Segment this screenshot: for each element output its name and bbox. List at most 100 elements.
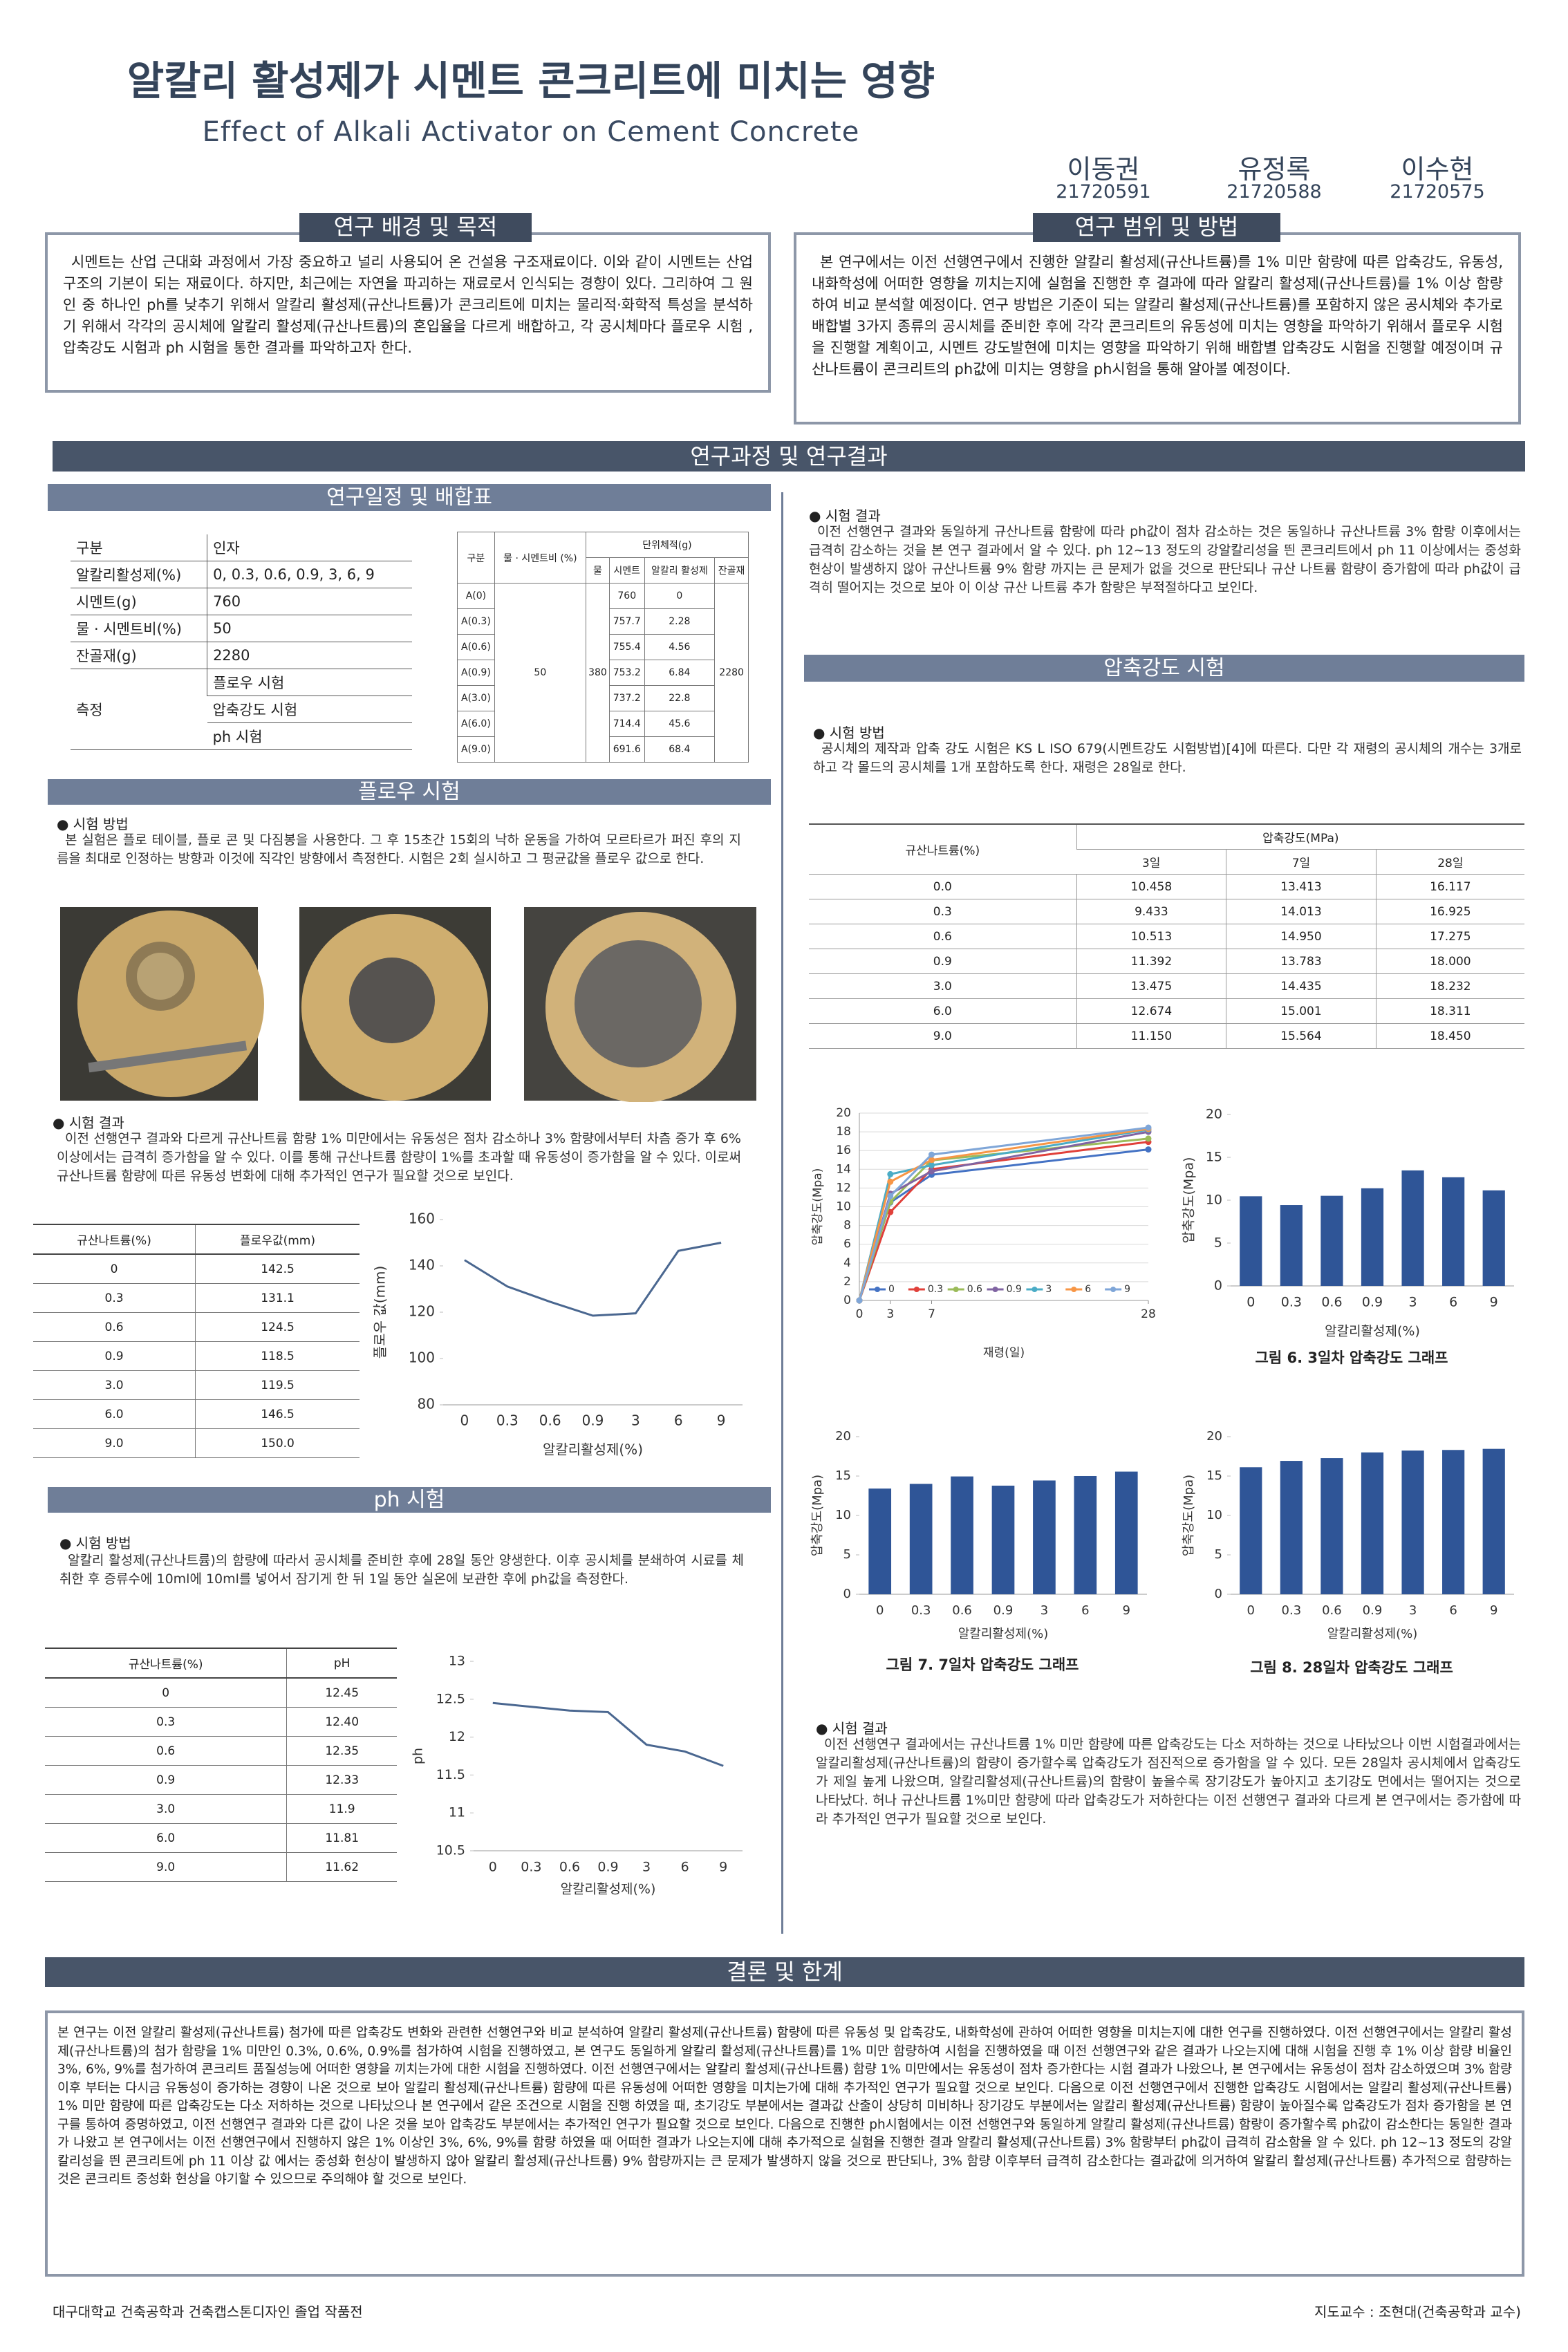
scope-box: 본 연구에서는 이전 선행연구에서 진행한 알칼리 활성제(규산나트륨)를 1%…	[794, 232, 1521, 424]
y-tick-label: 2	[843, 1275, 851, 1289]
line	[858, 1130, 1149, 1301]
x-tick-label: 0.3	[911, 1603, 931, 1618]
flow-result: 이전 선행연구 결과와 다르게 규산나트륨 함량 1% 미만에서는 유동성은 점…	[57, 1131, 741, 1184]
table-row: 시멘트(g) 760	[71, 588, 412, 615]
table-row: A(0) 50 380 760 0 2280	[457, 583, 749, 763]
table-row: 물 시멘트 알칼리 활성제 잔골재	[458, 557, 749, 584]
x-tick-label: 0.9	[1363, 1603, 1383, 1618]
bar	[1361, 1452, 1384, 1594]
table: 규산나트륨(%) 플로우값(mm) 0 142.5 0.3 131.1 0.6 124.5 0.…	[33, 1224, 360, 1458]
bar	[951, 1476, 973, 1594]
y-tick-label: 0	[1215, 1587, 1222, 1601]
y-tick-label: 13	[449, 1654, 465, 1669]
x-tick-label: 0.3	[1282, 1603, 1302, 1618]
bar	[991, 1485, 1015, 1594]
y-tick-label: 10.5	[436, 1843, 465, 1858]
y-tick-label: 11.5	[436, 1767, 465, 1782]
table-cell: A(3.0)	[457, 685, 495, 711]
bar	[1240, 1196, 1262, 1286]
y-tick-label: 15	[1206, 1468, 1222, 1483]
marker	[1145, 1135, 1152, 1142]
photo-mortar	[349, 958, 435, 1043]
section-tab: 연구 범위 및 방법	[1033, 213, 1280, 242]
table-cell: 142.5	[195, 1254, 360, 1284]
table-cell: 760	[608, 583, 645, 609]
bar	[1320, 1195, 1343, 1286]
compression-table: 규산나트륨(%) 압축강도(MPa) 3일 7일 28일 0.0 10.458 13.413 1…	[809, 823, 1524, 1049]
table-cell: 22.8	[644, 685, 716, 711]
subtitle: Effect of Alkali Activator on Cement Con…	[202, 116, 860, 148]
y-tick-label: 4	[843, 1256, 851, 1270]
y-tick-label: 12	[449, 1729, 465, 1744]
y-axis-label: 플로우 값(mm)	[372, 1266, 389, 1359]
x-tick-label: 6	[1449, 1295, 1457, 1310]
line	[858, 1141, 1149, 1301]
conclusion-text: 본 연구는 이전 알칼리 활성제(규산나트륨) 첨가에 따른 압축강도 변화와 …	[57, 2026, 1512, 2187]
table-cell: 146.5	[195, 1399, 360, 1429]
x-tick-label: 6	[681, 1860, 689, 1875]
table-cell: A(0)	[457, 583, 495, 609]
table-row: 0.6 12.35	[45, 1736, 397, 1766]
table: 구분 인자 알칼리활성제(%) 0, 0.3, 0.6, 0.9, 3, 6, 9 시멘…	[71, 534, 412, 750]
ph-method: 알칼리 활성제(규산나트륨)의 함량에 따라서 공시체를 준비한 후에 28일 …	[59, 1553, 744, 1587]
table-cell: 691.6	[608, 736, 645, 763]
legend-label: 6	[1085, 1284, 1091, 1295]
table-cell: 14.435	[1226, 973, 1376, 999]
x-tick-label: 3	[631, 1412, 640, 1429]
footer-right: 지도교수 : 조현대(건축공학과 교수)	[1314, 2304, 1521, 2320]
table-cell: 6.0	[45, 1823, 287, 1853]
y-axis-label: ph	[411, 1748, 426, 1764]
bar	[1442, 1450, 1465, 1594]
table-row: ph 시험	[71, 722, 412, 750]
table-cell: 11.81	[286, 1823, 397, 1853]
legend-marker	[913, 1287, 920, 1292]
table-cell: 4.56	[644, 634, 716, 660]
table-row: 3.0 13.475 14.435 18.232	[809, 973, 1524, 999]
legend-label: 9	[1124, 1284, 1130, 1295]
table-cell: 757.7	[608, 608, 645, 635]
table-cell: 10.513	[1076, 924, 1226, 949]
table-row: 규산나트륨(%) pH	[45, 1648, 397, 1679]
table-cell: 18.311	[1375, 998, 1524, 1024]
x-tick-label: 3	[642, 1860, 651, 1875]
bar	[1280, 1461, 1303, 1594]
x-axis-label: 알칼리활성제(%)	[958, 1627, 1049, 1641]
y-tick-label: 80	[418, 1396, 435, 1412]
y-tick-label: 5	[843, 1547, 851, 1562]
table-row: 9.0 11.150 15.564 18.450	[809, 1023, 1524, 1049]
bar	[1240, 1467, 1262, 1594]
x-tick-label: 9	[717, 1412, 726, 1429]
table-row: A(9.0) 691.6 68.4	[457, 736, 749, 763]
y-tick-label: 20	[1206, 1429, 1222, 1444]
legend-marker	[992, 1287, 998, 1292]
table-cell: 압축강도(MPa)	[1076, 823, 1524, 850]
table-cell: 11.150	[1076, 1023, 1226, 1049]
x-tick-label: 6	[674, 1412, 683, 1429]
bar	[1074, 1475, 1097, 1594]
table-row: 구분 인자	[71, 534, 412, 561]
y-axis-label: 압축강도(Mpa)	[811, 1168, 825, 1246]
x-tick-label: 0	[460, 1412, 469, 1429]
table-cell: 11.9	[286, 1794, 397, 1824]
x-axis-label: 알칼리활성제(%)	[543, 1441, 643, 1458]
table-cell: 755.4	[608, 634, 645, 660]
y-tick-label: 11	[449, 1805, 465, 1820]
bar-chart-28: 0 5 10 15 20 0 0.3 0.6 0.9 3 6 9 알칼리활성제(%) 압축강도(Mpa)	[1182, 1429, 1514, 1641]
y-tick-label: 10	[835, 1508, 851, 1522]
section-bar: ph 시험	[48, 1487, 771, 1513]
bar	[1401, 1450, 1424, 1594]
caption: 그림 7. 7일차 압축강도 그래프	[886, 1656, 1079, 1673]
marker	[928, 1151, 935, 1158]
table-cell: 규산나트륨(%)	[809, 823, 1077, 875]
divider	[781, 492, 783, 1934]
table-row: 0 142.5	[33, 1254, 360, 1284]
table-cell: 13.783	[1226, 949, 1376, 974]
marker	[856, 1297, 863, 1304]
background-text: 시멘트는 산업 근대화 과정에서 가장 중요하고 널리 사용되어 온 건설용 구…	[63, 254, 753, 356]
y-axis-label: 압축강도(Mpa)	[810, 1475, 825, 1556]
x-tick-label: 9	[1490, 1603, 1497, 1618]
legend-marker	[953, 1287, 959, 1292]
table-cell: 28일	[1375, 849, 1524, 875]
section-bar: 플로우 시험	[48, 779, 771, 805]
x-tick-label: 0.6	[952, 1603, 972, 1618]
